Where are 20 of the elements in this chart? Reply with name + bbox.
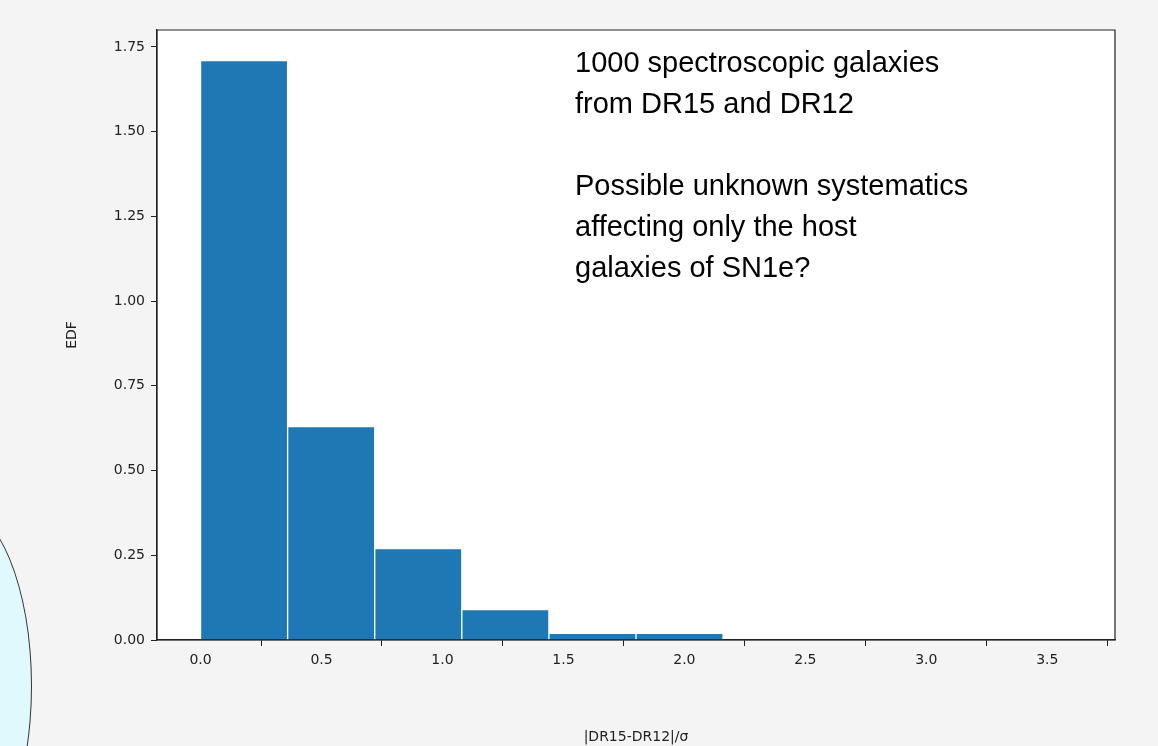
- annotation: 1000 spectroscopic galaxies from DR15 and DR12: [575, 45, 941, 121]
- x-tick-label: 3.0: [915, 651, 938, 668]
- x-tick-label: 0.0: [189, 651, 212, 668]
- x-tick-label: 2.0: [673, 651, 696, 668]
- x-tick-label: 2.5: [794, 651, 817, 668]
- y-tick-label: 1.50: [113, 122, 145, 139]
- annotation: Possible unknown systematics affecting only the host galaxies of SN1e?: [575, 168, 969, 285]
- y-tick-label: 0.00: [113, 630, 145, 647]
- y-tick-label: 0.25: [113, 545, 145, 562]
- y-tick-label: 1.00: [113, 291, 145, 308]
- y-tick-label: 0.50: [113, 461, 145, 478]
- x-tick-label: 1.5: [552, 651, 575, 668]
- y-tick-label: 1.75: [113, 37, 145, 54]
- x-axis-title: |DR15-DR12|/σ: [583, 728, 689, 746]
- x-tick-label: 1.0: [431, 651, 454, 668]
- x-tick-label: 3.5: [1036, 651, 1059, 668]
- y-tick-label: 0.75: [113, 376, 145, 393]
- y-tick-label: 1.25: [113, 207, 145, 224]
- x-tick-label: 0.5: [310, 651, 333, 668]
- y-axis-title: EDF: [63, 321, 80, 349]
